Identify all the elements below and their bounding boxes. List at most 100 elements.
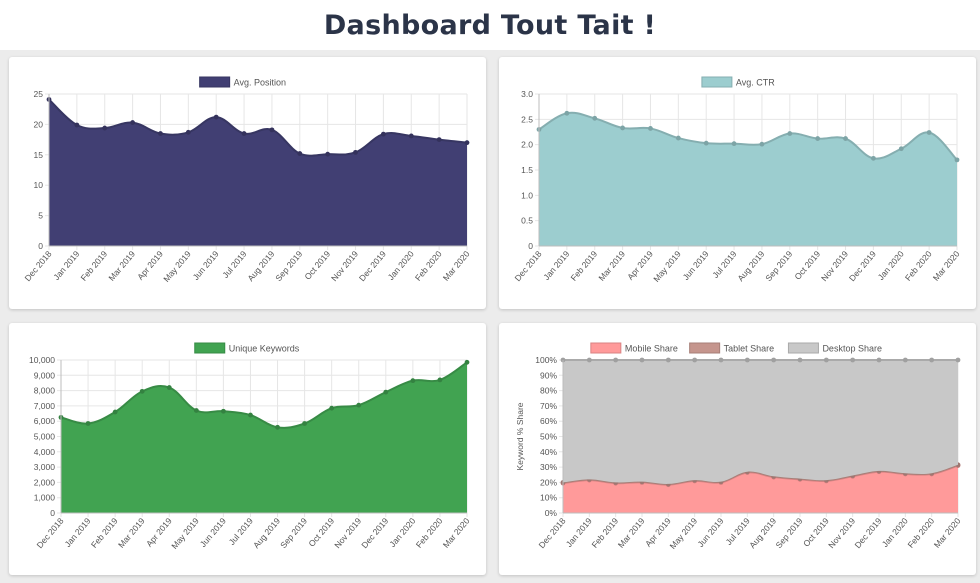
tablet-share-legend-label[interactable]: Tablet Share bbox=[724, 344, 775, 354]
desktop-share-point[interactable] bbox=[955, 357, 961, 363]
avg-ctr-point[interactable] bbox=[620, 125, 625, 131]
avg-position-point[interactable] bbox=[213, 114, 219, 120]
desktop-share-point[interactable] bbox=[902, 357, 908, 363]
desktop-share-point[interactable] bbox=[876, 357, 882, 363]
unique-keywords-point[interactable] bbox=[356, 402, 362, 408]
avg-position-line bbox=[48, 98, 468, 157]
unique-keywords-point[interactable] bbox=[437, 377, 443, 383]
desktop-share-point[interactable] bbox=[586, 357, 592, 363]
avg-position-point[interactable] bbox=[158, 131, 163, 136]
desktop-share-point[interactable] bbox=[665, 357, 671, 363]
y-tick-label: 3.0 bbox=[521, 89, 533, 99]
page-header: Dashboard Tout Tait ! bbox=[0, 0, 980, 50]
y-tick-label: 1,000 bbox=[34, 493, 56, 503]
avg-ctr-point[interactable] bbox=[564, 110, 570, 116]
mobile-share-legend-swatch[interactable] bbox=[590, 342, 622, 354]
avg-position-point[interactable] bbox=[130, 120, 135, 125]
tablet-share-legend-swatch[interactable] bbox=[689, 342, 721, 354]
avg-position-point[interactable] bbox=[353, 149, 358, 155]
desktop-share-point[interactable] bbox=[850, 357, 856, 363]
desktop-share-point[interactable] bbox=[639, 357, 645, 363]
desktop-share-point[interactable] bbox=[613, 357, 619, 363]
desktop-share-point[interactable] bbox=[744, 357, 750, 363]
avg-ctr-legend-swatch[interactable] bbox=[701, 76, 733, 88]
avg-position-point[interactable] bbox=[241, 131, 247, 136]
y-tick-label: 90% bbox=[540, 370, 557, 380]
desktop-share-point[interactable] bbox=[771, 357, 777, 363]
avg-position-point[interactable] bbox=[436, 137, 442, 142]
avg-ctr-point[interactable] bbox=[787, 131, 793, 136]
avg-ctr-point[interactable] bbox=[592, 115, 598, 121]
y-axis-label: Keyword % Share bbox=[515, 402, 525, 470]
desktop-share-legend-swatch[interactable] bbox=[787, 342, 819, 354]
avg-ctr-point[interactable] bbox=[926, 130, 932, 135]
unique-keywords-legend-label[interactable]: Unique Keywords bbox=[229, 344, 300, 354]
avg-ctr-point[interactable] bbox=[703, 140, 709, 146]
desktop-share-point[interactable] bbox=[692, 357, 698, 363]
avg-ctr-point[interactable] bbox=[898, 146, 904, 152]
unique-keywords-point[interactable] bbox=[112, 409, 118, 415]
y-tick-label: 10,000 bbox=[29, 355, 55, 365]
desktop-share-point[interactable] bbox=[718, 357, 724, 363]
unique-keywords-point[interactable] bbox=[221, 408, 226, 414]
avg-ctr-point[interactable] bbox=[675, 135, 681, 141]
avg-position-legend-swatch[interactable] bbox=[199, 76, 231, 88]
avg-position-point[interactable] bbox=[408, 133, 414, 139]
unique-keywords-point[interactable] bbox=[139, 388, 145, 394]
y-tick-label: 6,000 bbox=[34, 416, 56, 426]
unique-keywords-point[interactable] bbox=[383, 389, 389, 395]
unique-keywords-chart: 0 1,000 2,000 3,000 4,000 5,000 6,000 7,000 8,00… bbox=[29, 342, 472, 551]
y-tick-label: 70% bbox=[540, 401, 557, 411]
avg-ctr-point[interactable] bbox=[759, 141, 765, 147]
avg-position-point[interactable] bbox=[297, 151, 303, 156]
x-tick-label: Nov 2019 bbox=[819, 249, 850, 284]
avg-ctr-point[interactable] bbox=[843, 136, 848, 141]
y-tick-label: 5 bbox=[38, 211, 43, 221]
avg-ctr-legend-label[interactable]: Avg. CTR bbox=[736, 78, 775, 88]
x-tick-label: Jun 2019 bbox=[198, 516, 228, 549]
avg-ctr-point[interactable] bbox=[954, 157, 960, 163]
avg-ctr-point[interactable] bbox=[815, 136, 821, 141]
y-tick-label: 1.0 bbox=[521, 190, 533, 200]
unique-keywords-point[interactable] bbox=[464, 359, 470, 365]
avg-position-point[interactable] bbox=[464, 140, 470, 146]
y-tick-label: 20 bbox=[34, 119, 44, 129]
avg-position-point[interactable] bbox=[74, 122, 80, 128]
page-title: Dashboard Tout Tait ! bbox=[323, 10, 657, 41]
mobile-share-legend-label[interactable]: Mobile Share bbox=[625, 344, 678, 354]
unique-keywords-point[interactable] bbox=[410, 378, 416, 384]
unique-keywords-legend-swatch[interactable] bbox=[194, 342, 226, 354]
desktop-share-point[interactable] bbox=[797, 357, 803, 363]
avg-position-point[interactable] bbox=[185, 129, 191, 135]
avg-ctr-point[interactable] bbox=[871, 155, 876, 161]
x-tick-label: Sep 2019 bbox=[278, 516, 309, 551]
avg-ctr-point[interactable] bbox=[648, 126, 653, 131]
x-tick-label: Mar 2019 bbox=[596, 249, 627, 283]
desktop-share-point[interactable] bbox=[823, 357, 829, 363]
unique-keywords-point[interactable] bbox=[248, 412, 253, 418]
x-tick-label: Aug 2019 bbox=[251, 516, 282, 551]
x-tick-label: Dec 2018 bbox=[34, 516, 65, 551]
unique-keywords-point[interactable] bbox=[329, 405, 335, 411]
avg-position-legend-label[interactable]: Avg. Position bbox=[234, 78, 286, 88]
desktop-share-legend-label[interactable]: Desktop Share bbox=[822, 344, 882, 354]
avg-position-point[interactable] bbox=[102, 125, 108, 131]
unique-keywords-point[interactable] bbox=[302, 421, 307, 426]
x-tick-label: Jul 2019 bbox=[710, 249, 738, 280]
unique-keywords-point[interactable] bbox=[193, 408, 199, 413]
avg-position-point[interactable] bbox=[381, 131, 386, 137]
x-tick-label: Jun 2019 bbox=[695, 516, 725, 549]
avg-position-point[interactable] bbox=[325, 151, 331, 157]
x-tick-label: Mar 2020 bbox=[441, 249, 472, 283]
unique-keywords-point[interactable] bbox=[275, 424, 280, 430]
unique-keywords-point[interactable] bbox=[166, 385, 172, 390]
avg-position-point[interactable] bbox=[269, 127, 275, 133]
y-tick-label: 2.0 bbox=[521, 140, 533, 150]
desktop-share-point[interactable] bbox=[929, 357, 935, 363]
avg-ctr-point[interactable] bbox=[731, 141, 737, 147]
unique-keywords-point[interactable] bbox=[85, 421, 91, 426]
x-tick-label: Mar 2019 bbox=[106, 249, 137, 283]
y-tick-label: 40% bbox=[540, 447, 557, 457]
avg-ctr-line bbox=[538, 111, 958, 161]
x-tick-label: Feb 2020 bbox=[413, 249, 444, 283]
